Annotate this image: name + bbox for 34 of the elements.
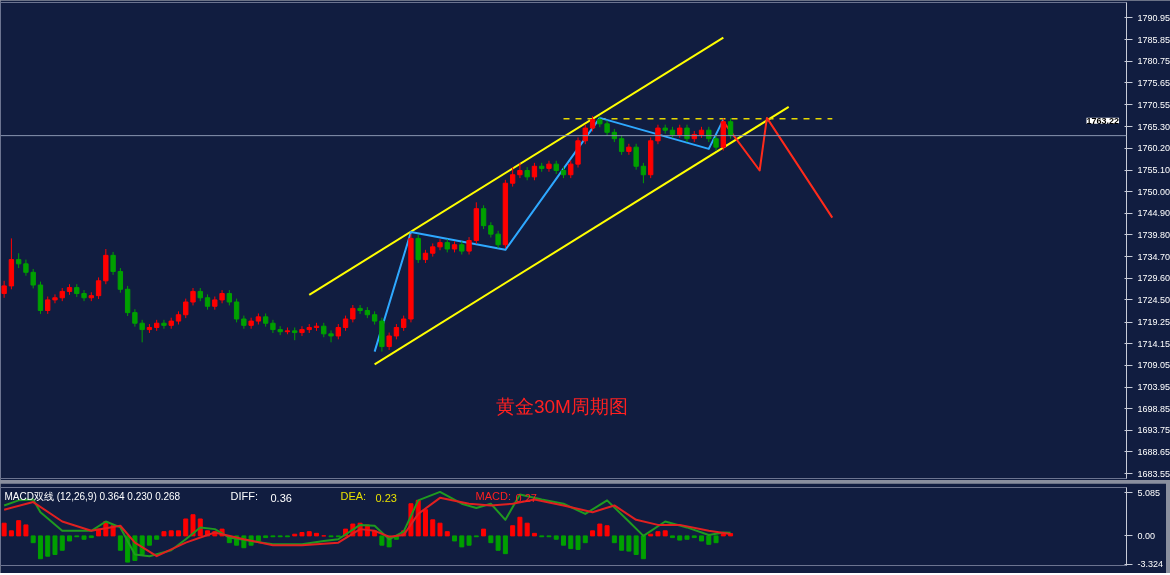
y-tick-label: 1739.80: [1137, 229, 1170, 240]
y-tick-label: 1683.55: [1137, 468, 1170, 479]
annotation: MACD双线 (12,26,9) 0.364 0.230 0.268: [4, 490, 181, 502]
y-tick-label: 1703.95: [1137, 382, 1170, 393]
y-tick-label: 0.00: [1137, 530, 1156, 541]
annotation: 0.23: [375, 491, 397, 504]
y-tick-label: 1750.00: [1137, 186, 1170, 197]
y-tick-label: 1698.85: [1137, 403, 1170, 414]
y-tick-label: 1755.10: [1137, 165, 1170, 176]
y-tick-label: 1780.75: [1137, 56, 1170, 67]
annotation: 0.27: [515, 491, 537, 504]
y-tick-label: 1693.75: [1137, 425, 1170, 436]
y-tick-label: 1775.65: [1137, 77, 1170, 88]
annotation: 0.36: [270, 491, 292, 504]
y-tick-label: -3.324: [1137, 559, 1164, 570]
y-tick-label: 1790.95: [1137, 12, 1170, 23]
y-tick-label: 1734.70: [1137, 251, 1170, 262]
y-tick-label: 1709.05: [1137, 360, 1170, 371]
y-tick-label: 1785.85: [1137, 34, 1170, 45]
y-tick-label: 1688.65: [1137, 446, 1170, 457]
y-tick-label: 1724.50: [1137, 294, 1170, 305]
ref-line-label: 1763.22: [1086, 115, 1120, 126]
annotation: DEA:: [340, 489, 367, 502]
y-tick-label: 1744.90: [1137, 208, 1170, 219]
annotation: DIFF:: [230, 489, 258, 502]
y-tick-label: 1729.60: [1137, 273, 1170, 284]
annotation: MACD:: [475, 489, 511, 502]
y-tick-label: 1714.15: [1137, 338, 1170, 349]
y-tick-label: 1760.20: [1137, 143, 1170, 154]
y-tick-label: 5.085: [1137, 487, 1161, 498]
y-tick-label: 1765.30: [1137, 121, 1170, 132]
y-tick-label: 1770.55: [1137, 99, 1170, 110]
annotation: 黄金30M周期图: [495, 395, 628, 417]
y-tick-label: 1719.25: [1137, 317, 1170, 328]
